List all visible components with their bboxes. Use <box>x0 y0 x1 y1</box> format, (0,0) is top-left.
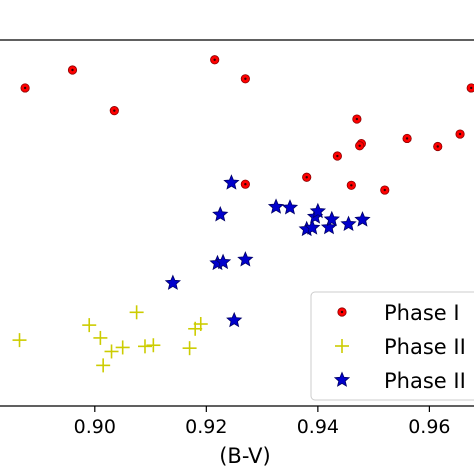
x-tick-label: 0.94 <box>297 416 339 438</box>
data-point-s1-6 <box>129 305 144 320</box>
data-point-s0-4 <box>240 74 250 84</box>
data-point-s2-15 <box>340 215 357 232</box>
data-point-s0-16 <box>240 179 250 189</box>
data-point-s2-6 <box>212 206 229 222</box>
x-tick-label: 0.96 <box>408 416 450 438</box>
legend-label-2: Phase II <box>384 369 466 393</box>
legend-label-0: Phase I <box>384 301 460 325</box>
data-point-s2-0 <box>164 274 181 290</box>
data-point-s1-0 <box>12 333 27 348</box>
data-point-s2-7 <box>267 198 285 214</box>
data-point-s1-2 <box>93 330 108 345</box>
data-point-s2-8 <box>281 199 299 215</box>
data-point-s2-5 <box>223 174 240 190</box>
data-point-s1-4 <box>96 358 111 373</box>
legend: Phase I Phase II Phase II <box>310 291 474 401</box>
x-tick-label: 0.90 <box>74 416 116 438</box>
data-point-s1-8 <box>146 338 161 353</box>
legend-marker-2 <box>333 371 351 387</box>
data-point-s2-10 <box>304 219 321 235</box>
data-point-s2-16 <box>354 211 371 227</box>
data-point-s0-14 <box>346 180 356 190</box>
data-point-s1-1 <box>82 318 97 333</box>
legend-box <box>310 291 474 401</box>
data-point-s2-13 <box>320 218 338 235</box>
legend-marker-1 <box>335 339 349 353</box>
data-point-s1-7 <box>137 339 152 354</box>
x-tick-label: 0.92 <box>185 416 227 438</box>
data-point-s2-2 <box>214 253 232 270</box>
data-point-s0-2 <box>109 106 119 116</box>
data-point-s0-10 <box>433 141 443 152</box>
data-point-s1-3 <box>104 344 119 359</box>
data-point-s0-3 <box>210 55 220 65</box>
data-point-s0-5 <box>352 114 362 124</box>
data-point-s0-12 <box>466 83 474 93</box>
data-point-s0-15 <box>380 185 390 195</box>
data-point-s0-9 <box>402 133 412 144</box>
data-point-s0-8 <box>332 151 342 161</box>
data-points <box>12 55 474 373</box>
data-point-s0-0 <box>20 83 30 93</box>
data-point-s1-9 <box>182 341 197 356</box>
data-point-s2-12 <box>309 202 326 219</box>
data-point-s1-5 <box>115 340 130 355</box>
x-axis-ticks: 0.90 0.92 0.94 0.96 <box>74 406 451 438</box>
data-point-s0-13 <box>302 172 312 182</box>
data-point-s0-1 <box>67 65 78 75</box>
data-point-s2-4 <box>237 251 254 267</box>
data-point-s0-7 <box>355 141 365 151</box>
data-point-s1-11 <box>193 317 208 332</box>
data-point-s2-3 <box>226 311 243 328</box>
data-point-s2-14 <box>323 210 340 227</box>
x-axis-label: (B-V) <box>219 444 271 468</box>
legend-marker-0 <box>337 307 347 317</box>
legend-label-1: Phase II <box>384 335 466 359</box>
data-point-s0-11 <box>455 129 465 139</box>
